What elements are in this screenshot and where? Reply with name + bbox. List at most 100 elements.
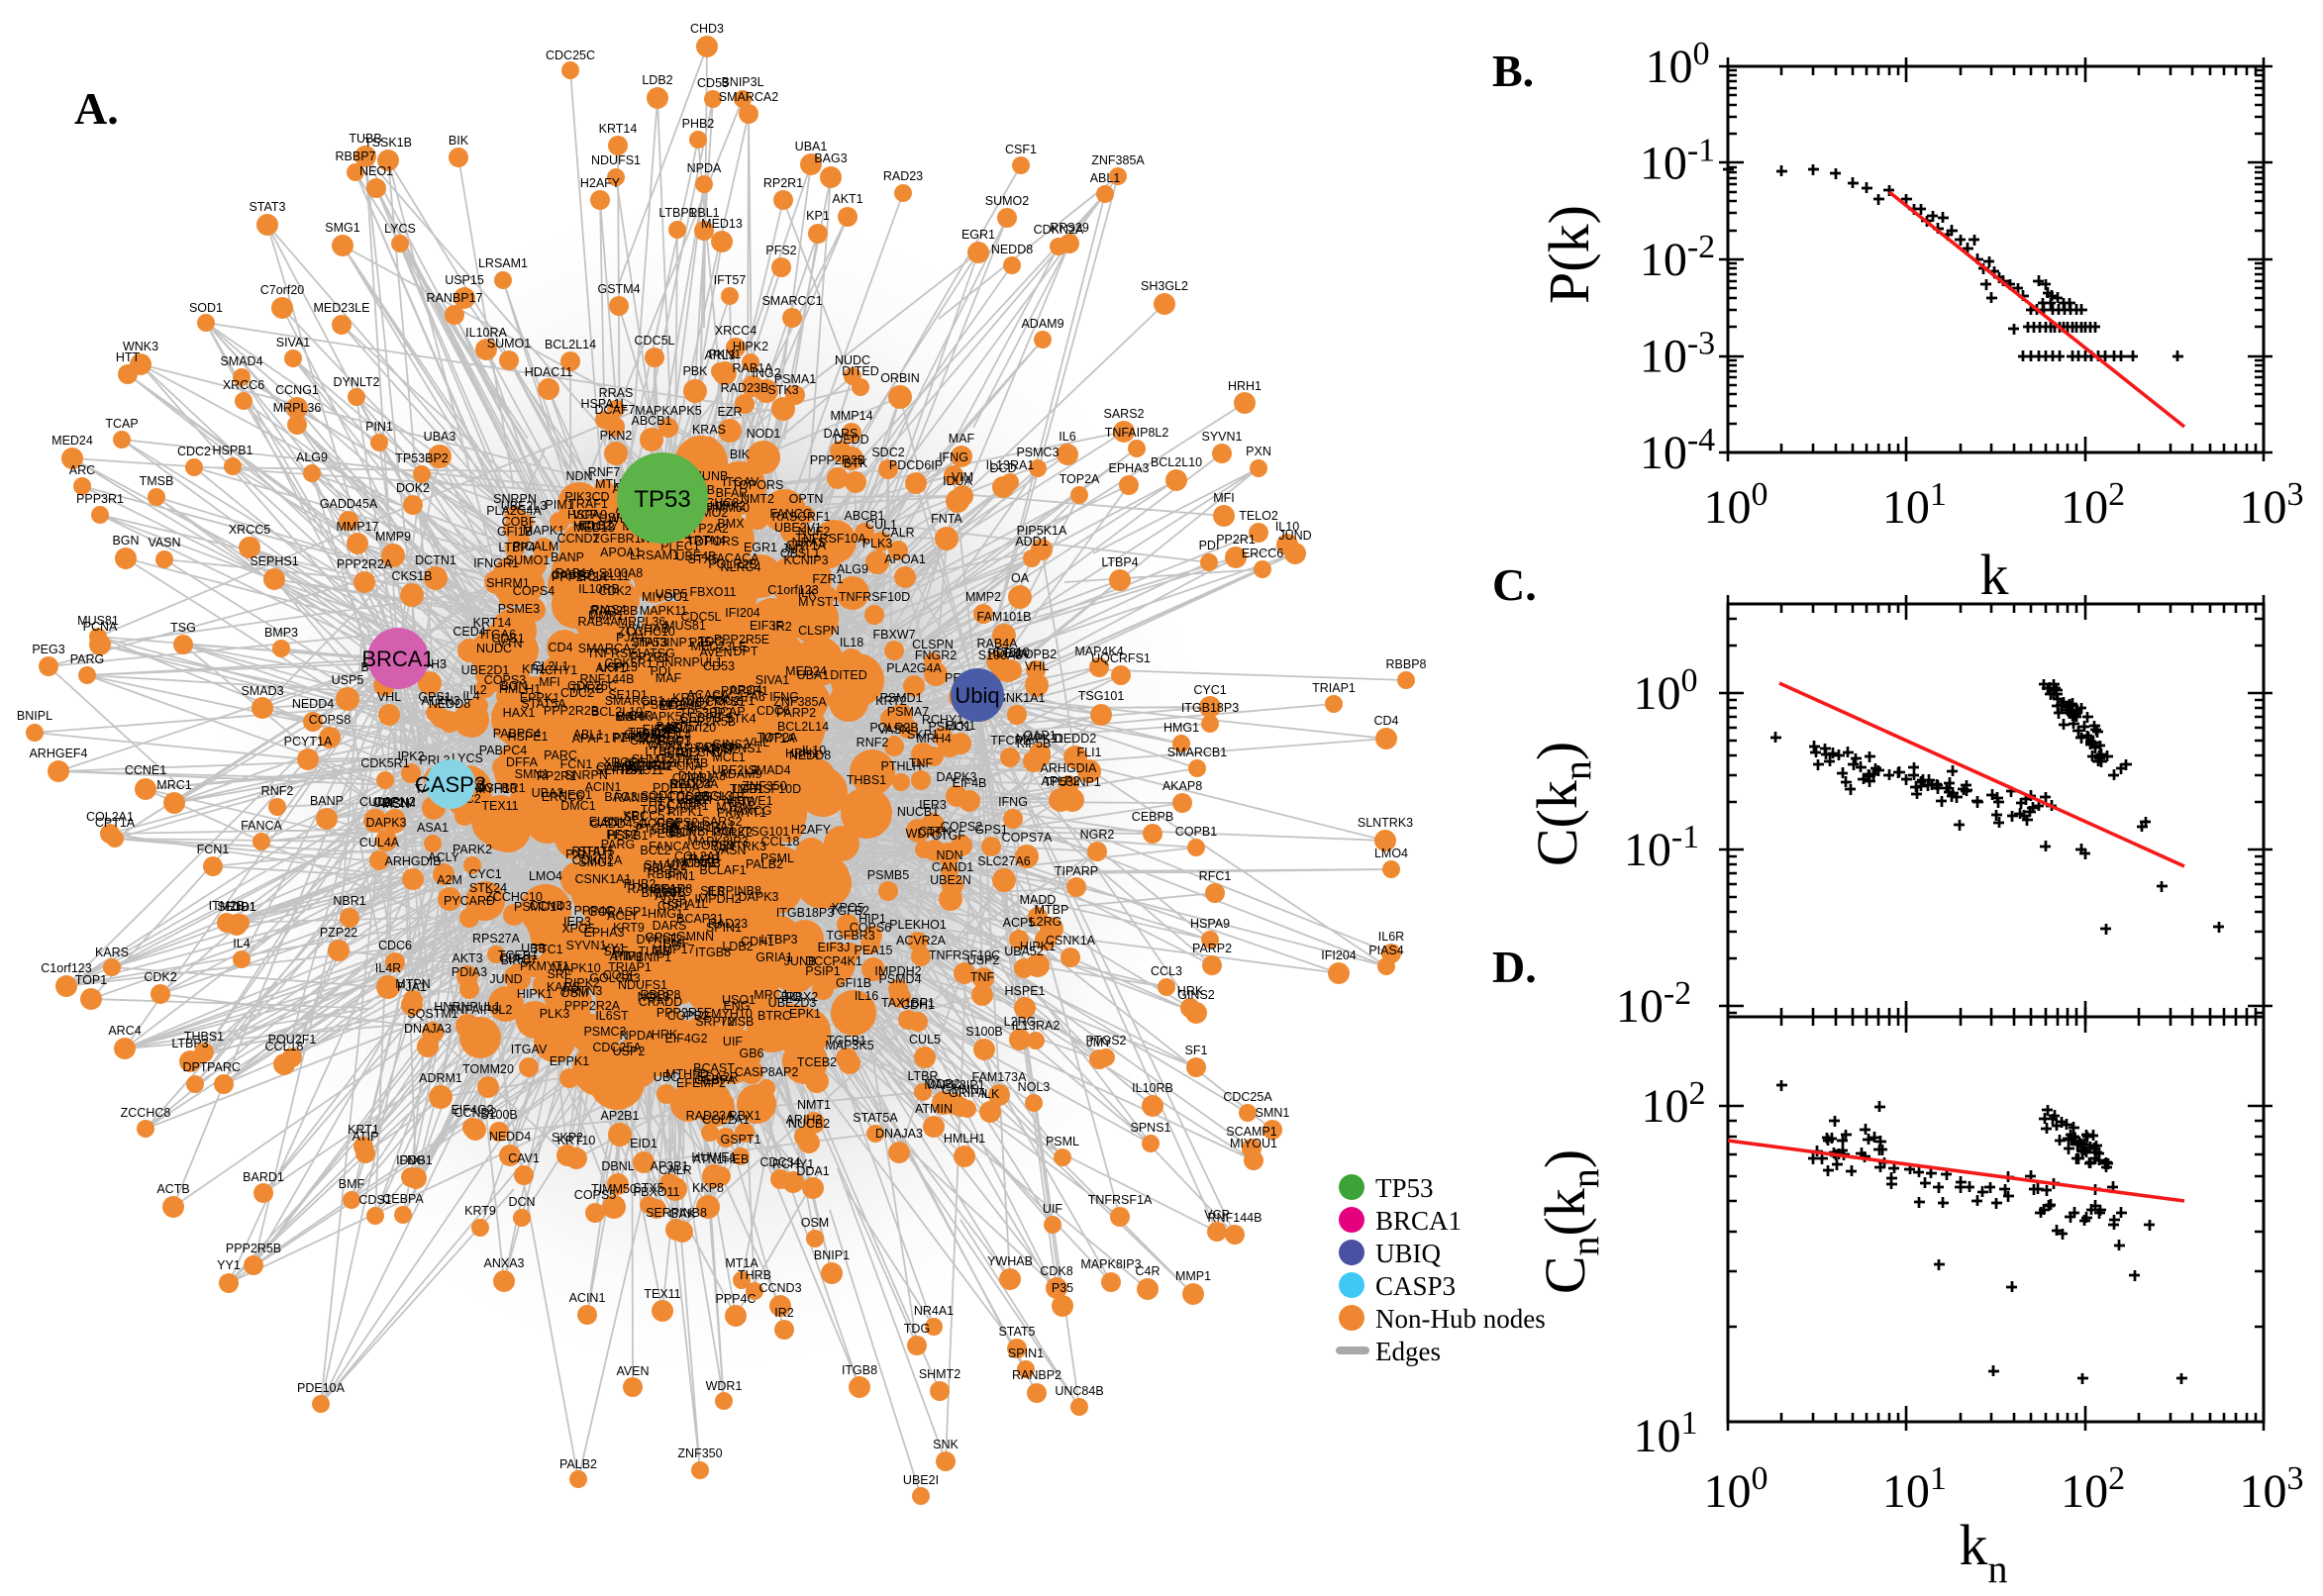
svg-text:BRCA1: BRCA1 <box>1375 1206 1462 1236</box>
svg-text:ACTB: ACTB <box>722 795 755 809</box>
svg-text:MIYOU1: MIYOU1 <box>642 590 689 604</box>
svg-text:RAD23B: RAD23B <box>721 381 769 395</box>
svg-text:COPS4: COPS4 <box>513 584 555 598</box>
svg-text:GINS2: GINS2 <box>1177 988 1215 1002</box>
svg-text:ERCC6: ERCC6 <box>1242 547 1283 560</box>
svg-text:SPNS1: SPNS1 <box>1131 1121 1171 1135</box>
svg-text:XRCC5: XRCC5 <box>229 523 270 537</box>
svg-text:IR2: IR2 <box>774 1306 794 1320</box>
svg-text:ERCC6: ERCC6 <box>542 790 583 804</box>
svg-text:IFI204: IFI204 <box>725 606 759 620</box>
svg-text:102: 102 <box>2061 476 2125 534</box>
svg-text:CUL2: CUL2 <box>359 795 391 809</box>
svg-text:PFS2: PFS2 <box>765 244 796 257</box>
svg-text:LDB2: LDB2 <box>722 940 753 953</box>
svg-text:COL2A1: COL2A1 <box>86 810 134 824</box>
svg-text:Non-Hub nodes: Non-Hub nodes <box>1375 1304 1546 1334</box>
svg-text:SLC27A6: SLC27A6 <box>977 854 1031 868</box>
svg-text:DFFA: DFFA <box>506 755 539 769</box>
svg-text:PSMC3: PSMC3 <box>583 1025 626 1039</box>
svg-text:SRF: SRF <box>548 967 572 981</box>
svg-text:FANCG: FANCG <box>769 507 812 521</box>
svg-text:ACTB: ACTB <box>156 1182 189 1196</box>
svg-text:APOA1: APOA1 <box>884 552 926 566</box>
svg-text:PIN1: PIN1 <box>365 420 393 434</box>
svg-text:TP53BP2: TP53BP2 <box>395 451 449 465</box>
svg-text:PIAS4: PIAS4 <box>591 603 626 617</box>
svg-text:CASP3: CASP3 <box>1375 1271 1456 1301</box>
svg-text:TUBB: TUBB <box>349 132 381 146</box>
svg-text:PARP2: PARP2 <box>1192 942 1232 955</box>
svg-text:PEG3: PEG3 <box>32 643 64 656</box>
svg-text:POU2F1: POU2F1 <box>268 1033 317 1047</box>
svg-text:101: 101 <box>1634 1405 1698 1462</box>
svg-text:CLSPN: CLSPN <box>912 638 954 651</box>
svg-text:GORASP1: GORASP1 <box>588 905 648 919</box>
svg-text:HAX1: HAX1 <box>503 706 536 720</box>
svg-text:CDC6: CDC6 <box>378 939 412 952</box>
svg-text:MAPK11: MAPK11 <box>1016 732 1063 746</box>
svg-text:RFC1: RFC1 <box>1199 869 1232 883</box>
svg-text:CD4: CD4 <box>548 641 572 654</box>
svg-text:P35: P35 <box>1052 1281 1073 1295</box>
svg-text:BCL2L10: BCL2L10 <box>1151 455 1202 469</box>
svg-text:BGN: BGN <box>616 710 643 724</box>
svg-text:CD53: CD53 <box>697 76 729 90</box>
svg-text:SKP2: SKP2 <box>552 1131 583 1145</box>
svg-text:LYCS: LYCS <box>384 222 416 236</box>
svg-text:CL2L1: CL2L1 <box>533 659 569 673</box>
svg-text:100: 100 <box>1634 662 1698 720</box>
svg-text:IER3: IER3 <box>563 915 591 929</box>
svg-text:SMG1: SMG1 <box>325 221 359 235</box>
svg-text:PSML: PSML <box>1046 1135 1079 1148</box>
svg-text:TNFRSF10C: TNFRSF10C <box>929 948 1000 962</box>
svg-text:ABL1: ABL1 <box>1090 171 1121 185</box>
svg-text:103: 103 <box>2240 476 2304 534</box>
svg-text:JMY: JMY <box>1087 1036 1113 1049</box>
svg-text:PPP3R1: PPP3R1 <box>76 492 124 506</box>
svg-text:COPS2: COPS2 <box>941 820 982 834</box>
svg-text:AKT3: AKT3 <box>452 951 482 965</box>
svg-text:XRCC6: XRCC6 <box>223 378 264 392</box>
svg-text:BMP3: BMP3 <box>264 626 298 640</box>
svg-text:THRB: THRB <box>738 1268 771 1282</box>
svg-text:MCL1: MCL1 <box>712 750 745 764</box>
svg-text:TRIAP1: TRIAP1 <box>1312 681 1356 695</box>
svg-text:CDK8: CDK8 <box>1040 1264 1072 1278</box>
svg-text:CDC25A: CDC25A <box>1223 1090 1272 1104</box>
svg-text:DNAJA3: DNAJA3 <box>404 1022 452 1036</box>
svg-text:SMARCB1: SMARCB1 <box>1167 746 1227 759</box>
svg-text:COPS6: COPS6 <box>850 921 891 935</box>
svg-text:CHD3: CHD3 <box>690 22 724 36</box>
svg-text:PEA15: PEA15 <box>855 944 893 957</box>
svg-text:ATXN3: ATXN3 <box>421 694 459 708</box>
svg-text:APOA1: APOA1 <box>600 546 642 559</box>
svg-text:RCHY1: RCHY1 <box>772 1157 814 1171</box>
svg-text:GSTM4: GSTM4 <box>597 282 640 296</box>
svg-text:VIM: VIM <box>952 470 973 484</box>
svg-text:IL4: IL4 <box>233 937 250 950</box>
svg-text:MFI: MFI <box>539 675 560 689</box>
svg-text:HSPA1L: HSPA1L <box>580 397 627 411</box>
svg-text:FBXO11: FBXO11 <box>689 585 736 599</box>
svg-text:H2AFY: H2AFY <box>580 176 621 190</box>
svg-text:RAD23A: RAD23A <box>686 1109 735 1123</box>
svg-text:FCN1: FCN1 <box>197 843 230 856</box>
svg-text:SIVA1: SIVA1 <box>276 336 311 349</box>
svg-text:PIM1: PIM1 <box>545 498 573 512</box>
svg-text:PIAS4: PIAS4 <box>1368 944 1403 957</box>
svg-text:PICALM: PICALM <box>513 540 559 553</box>
svg-text:PARP2: PARP2 <box>776 706 816 720</box>
svg-text:ARC4: ARC4 <box>108 1024 141 1038</box>
svg-text:DITED: DITED <box>830 668 867 682</box>
svg-text:IL6ST: IL6ST <box>595 1009 629 1023</box>
svg-text:LRSAM1: LRSAM1 <box>478 256 528 270</box>
svg-text:100: 100 <box>1704 1460 1768 1518</box>
svg-text:CKS1B: CKS1B <box>392 569 433 583</box>
svg-text:LTBP3: LTBP3 <box>760 933 797 947</box>
svg-text:MED23LE: MED23LE <box>314 301 370 315</box>
svg-text:RBL1: RBL1 <box>688 206 719 220</box>
svg-text:BRCA1: BRCA1 <box>361 647 434 671</box>
svg-text:PJA1: PJA1 <box>397 980 427 994</box>
svg-text:LTBP3: LTBP3 <box>171 1037 208 1050</box>
